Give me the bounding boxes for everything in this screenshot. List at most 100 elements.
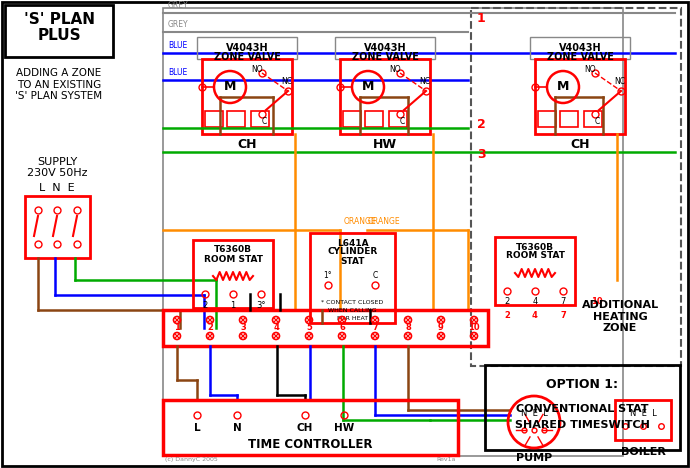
- Text: 2: 2: [477, 118, 486, 132]
- Bar: [197, 37, 297, 59]
- Text: 1: 1: [230, 300, 235, 309]
- Text: 230V 50Hz: 230V 50Hz: [27, 168, 87, 178]
- Text: 2: 2: [504, 298, 510, 307]
- Bar: [251, 111, 269, 127]
- Text: STAT: STAT: [340, 256, 365, 265]
- Text: 7: 7: [560, 312, 566, 321]
- Bar: [615, 400, 671, 440]
- Text: ORANGE: ORANGE: [368, 217, 401, 226]
- Text: ZONE VALVE: ZONE VALVE: [214, 52, 280, 62]
- Text: 6: 6: [339, 323, 345, 332]
- Text: 9: 9: [438, 323, 444, 332]
- Text: N  E  L: N E L: [629, 410, 656, 418]
- Bar: [163, 310, 488, 346]
- Text: BOILER: BOILER: [620, 447, 665, 457]
- Text: ZONE VALVE: ZONE VALVE: [352, 52, 418, 62]
- Text: 'S' PLAN: 'S' PLAN: [23, 12, 95, 27]
- Text: V4043H: V4043H: [559, 43, 601, 53]
- Text: L  N  E: L N E: [39, 183, 75, 193]
- Bar: [202, 59, 292, 134]
- Text: NO: NO: [251, 66, 263, 74]
- Text: CH: CH: [297, 423, 313, 433]
- Text: C: C: [262, 117, 266, 126]
- Text: CONVENTIONAL STAT: CONVENTIONAL STAT: [516, 404, 649, 414]
- Bar: [340, 59, 430, 134]
- Text: 10: 10: [469, 323, 480, 332]
- Text: ROOM STAT: ROOM STAT: [506, 251, 564, 261]
- Text: N: N: [233, 423, 241, 433]
- Bar: [495, 237, 575, 305]
- Text: C: C: [373, 271, 377, 279]
- Text: 7: 7: [372, 323, 378, 332]
- Bar: [227, 111, 245, 127]
- Text: V4043H: V4043H: [226, 43, 268, 53]
- Text: GREY: GREY: [168, 1, 188, 10]
- Text: M: M: [362, 80, 374, 94]
- Text: PUMP: PUMP: [516, 453, 552, 463]
- Text: T6360B: T6360B: [214, 246, 252, 255]
- Text: HW: HW: [373, 138, 397, 151]
- Text: N  E  L: N E L: [521, 410, 547, 418]
- Bar: [343, 111, 361, 127]
- Bar: [163, 400, 458, 455]
- Text: 2: 2: [504, 312, 510, 321]
- Text: ZONE VALVE: ZONE VALVE: [546, 52, 613, 62]
- Text: NC: NC: [282, 76, 293, 86]
- Text: NC: NC: [615, 76, 626, 86]
- Text: 8: 8: [405, 323, 411, 332]
- Text: M: M: [557, 80, 569, 94]
- Text: 2: 2: [207, 323, 213, 332]
- Text: M: M: [224, 80, 236, 94]
- Text: Rev1a: Rev1a: [437, 457, 456, 462]
- Bar: [163, 8, 623, 456]
- Text: NO: NO: [389, 66, 401, 74]
- Bar: [365, 111, 383, 127]
- Text: NO: NO: [584, 66, 595, 74]
- Text: FOR HEAT: FOR HEAT: [337, 316, 368, 322]
- Text: SHARED TIMESWITCH: SHARED TIMESWITCH: [515, 420, 650, 430]
- Text: 5: 5: [306, 323, 312, 332]
- Text: CH: CH: [570, 138, 590, 151]
- Text: WHEN CALLING: WHEN CALLING: [328, 308, 377, 314]
- Text: T6360B: T6360B: [516, 242, 554, 251]
- Text: PLUS: PLUS: [37, 28, 81, 43]
- Text: CYLINDER: CYLINDER: [327, 248, 377, 256]
- Bar: [471, 8, 681, 366]
- Bar: [530, 37, 630, 59]
- Text: C: C: [594, 117, 600, 126]
- Bar: [485, 365, 680, 450]
- Bar: [535, 59, 625, 134]
- Text: * CONTACT CLOSED: * CONTACT CLOSED: [322, 300, 384, 306]
- Text: ORANGE: ORANGE: [344, 217, 377, 226]
- Bar: [25, 196, 90, 258]
- Bar: [538, 111, 556, 127]
- Text: SUPPLY: SUPPLY: [37, 157, 77, 167]
- Text: BLUE: BLUE: [168, 68, 187, 77]
- Text: 7: 7: [560, 298, 566, 307]
- Text: 4: 4: [273, 323, 279, 332]
- Text: NC: NC: [420, 76, 431, 86]
- Text: ADDING A ZONE
TO AN EXISTING
'S' PLAN SYSTEM: ADDING A ZONE TO AN EXISTING 'S' PLAN SY…: [15, 68, 103, 101]
- Text: L: L: [194, 423, 200, 433]
- Bar: [310, 233, 395, 323]
- Text: (c) DannyC 2005: (c) DannyC 2005: [165, 457, 218, 462]
- Text: C: C: [400, 117, 404, 126]
- Text: 3: 3: [477, 148, 486, 161]
- Text: HW: HW: [334, 423, 354, 433]
- Text: 10: 10: [591, 298, 602, 307]
- Bar: [193, 240, 273, 308]
- Text: 4: 4: [533, 298, 538, 307]
- Bar: [389, 111, 407, 127]
- Text: 2: 2: [202, 300, 208, 309]
- Bar: [335, 37, 435, 59]
- Text: OPTION 1:: OPTION 1:: [546, 379, 618, 392]
- Text: 4: 4: [532, 312, 538, 321]
- Bar: [560, 111, 578, 127]
- Text: L641A: L641A: [337, 239, 368, 248]
- Bar: [584, 111, 602, 127]
- Text: 1: 1: [174, 323, 180, 332]
- Text: TIME CONTROLLER: TIME CONTROLLER: [248, 439, 373, 452]
- Text: GREY: GREY: [168, 20, 188, 29]
- Text: 3°: 3°: [256, 300, 266, 309]
- Text: 1: 1: [477, 12, 486, 24]
